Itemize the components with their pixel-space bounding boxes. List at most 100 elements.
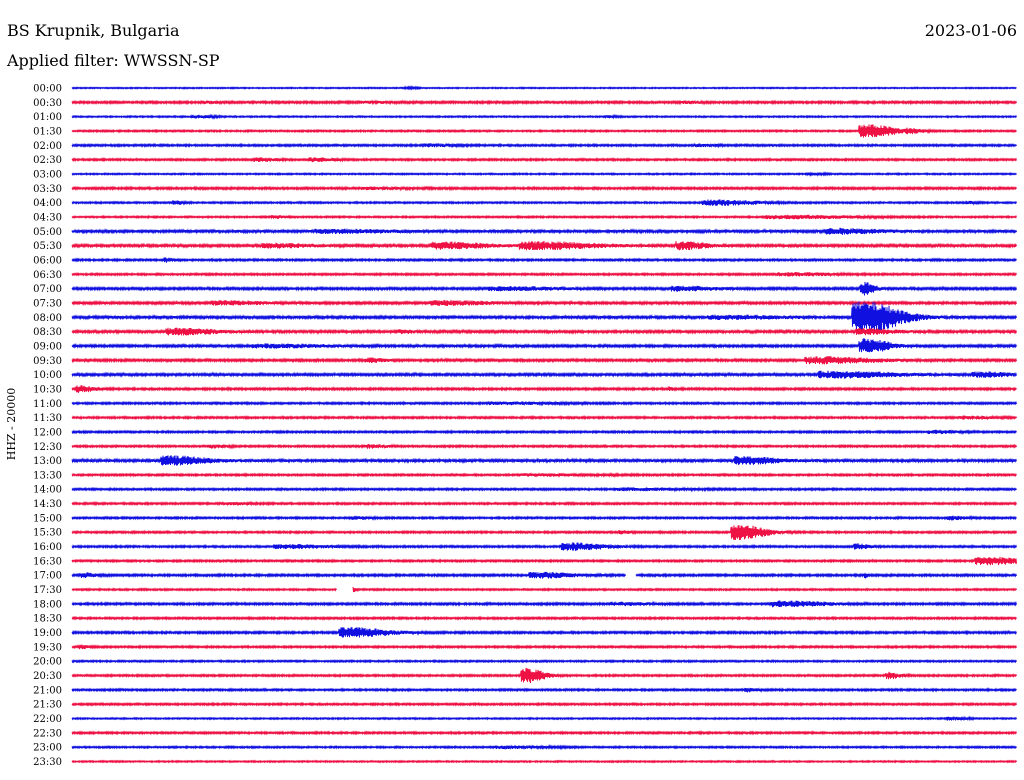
tick-label: 17:30 [33, 585, 62, 596]
tick-label: 17:00 [33, 571, 62, 582]
trace-line [71, 615, 1017, 621]
station-title: BS Krupnik, Bulgaria [7, 21, 180, 40]
trace-line [71, 514, 1017, 521]
trace-line [71, 443, 1017, 450]
tick-label: 23:30 [33, 757, 62, 768]
trace-line [71, 658, 1017, 664]
trace-line [71, 667, 1017, 684]
tick-label: 03:30 [33, 184, 62, 195]
tick-label: 21:30 [33, 700, 62, 711]
record-date: 2023-01-06 [925, 21, 1017, 40]
trace-line [71, 455, 1017, 466]
trace-line [71, 759, 1017, 764]
tick-label: 10:00 [33, 370, 62, 381]
trace-line [71, 142, 1017, 149]
trace-line [71, 730, 1017, 736]
tick-label: 07:00 [33, 284, 62, 295]
tick-label: 05:00 [33, 227, 62, 238]
tick-label: 16:30 [33, 556, 62, 567]
trace-line [71, 715, 1017, 722]
trace-line [71, 257, 1017, 263]
tick-label: 19:00 [33, 628, 62, 639]
trace-line [71, 571, 1017, 579]
tick-label: 15:30 [33, 528, 62, 539]
tick-label: 00:30 [33, 98, 62, 109]
trace-line [71, 185, 1017, 192]
tick-label: 15:00 [33, 513, 62, 524]
trace-line [71, 241, 1017, 251]
trace-line [71, 85, 1017, 91]
tick-label: 14:00 [33, 485, 62, 496]
trace-line [71, 429, 1017, 435]
tick-label: 11:00 [33, 399, 62, 410]
trace-line [71, 370, 1017, 379]
tick-label: 22:30 [33, 728, 62, 739]
tick-label: 14:30 [33, 499, 62, 510]
tick-label: 06:00 [33, 255, 62, 266]
trace-group [71, 85, 1017, 764]
tick-label: 12:00 [33, 427, 62, 438]
trace-line [71, 227, 1017, 235]
tick-label: 13:30 [33, 470, 62, 481]
tick-label: 10:30 [33, 384, 62, 395]
tick-label: 09:00 [33, 341, 62, 352]
trace-line [71, 281, 1017, 296]
trace-line [71, 171, 1017, 177]
trace-line [71, 600, 1017, 608]
filter-label: Applied filter: WWSSN-SP [6, 51, 220, 70]
trace-line [71, 542, 1017, 551]
tick-label: 11:30 [33, 413, 62, 424]
trace-line [71, 644, 1017, 650]
tick-label: 08:30 [33, 327, 62, 338]
trace-line [71, 586, 1017, 593]
trace-line [71, 525, 1017, 540]
tick-label: 06:30 [33, 270, 62, 281]
trace-line [71, 701, 1017, 707]
tick-label: 19:30 [33, 642, 62, 653]
tick-label: 23:00 [33, 743, 62, 754]
trace-line [71, 113, 1017, 120]
trace-line [71, 301, 1017, 333]
tick-label: 01:00 [33, 112, 62, 123]
trace-line [71, 743, 1017, 751]
tick-label: 13:00 [33, 456, 62, 467]
tick-label: 09:30 [33, 356, 62, 367]
trace-line [71, 356, 1017, 365]
channel-axis-label: HHZ - 20000 [5, 388, 18, 461]
trace-line [71, 486, 1017, 493]
trace-line [71, 327, 1017, 336]
tick-label: 02:30 [33, 155, 62, 166]
trace-line [71, 271, 1017, 278]
tick-label: 03:00 [33, 169, 62, 180]
tick-label: 18:30 [33, 614, 62, 625]
trace-line [71, 400, 1017, 407]
tick-label: 05:30 [33, 241, 62, 252]
trace-line [71, 385, 1017, 393]
trace-line [71, 199, 1017, 206]
tick-label: 08:00 [33, 313, 62, 324]
trace-line [71, 500, 1017, 507]
tick-label: 07:30 [33, 298, 62, 309]
tick-label: 20:30 [33, 671, 62, 682]
trace-line [71, 687, 1017, 693]
trace-line [71, 414, 1017, 421]
tick-label: 18:00 [33, 599, 62, 610]
tick-label: 22:00 [33, 714, 62, 725]
trace-line [71, 338, 1017, 353]
trace-line [71, 556, 1017, 566]
tick-label: 04:00 [33, 198, 62, 209]
tick-label: 21:00 [33, 685, 62, 696]
trace-line [71, 213, 1017, 221]
trace-line [71, 627, 1017, 638]
tick-label: 20:00 [33, 657, 62, 668]
trace-line [71, 99, 1017, 106]
tick-label: 04:30 [33, 212, 62, 223]
tick-label: 16:00 [33, 542, 62, 553]
tick-label: 12:30 [33, 442, 62, 453]
trace-line [71, 124, 1017, 138]
trace-line [71, 471, 1017, 479]
tick-label-group: 00:00 00:30 01:00 01:30 02:00 02:30 03:00 03:30… [33, 84, 62, 769]
tick-label: 02:00 [33, 141, 62, 152]
tick-label: 01:30 [33, 126, 62, 137]
